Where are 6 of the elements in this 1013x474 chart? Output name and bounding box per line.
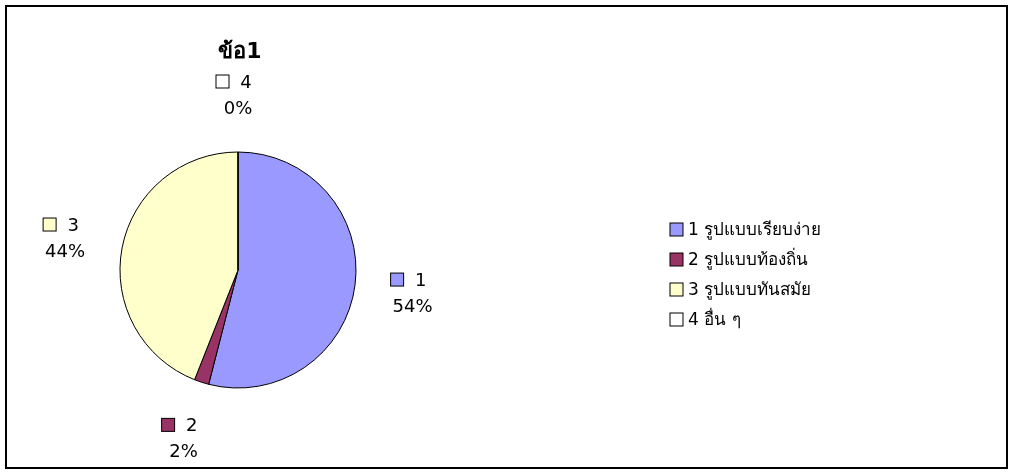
legend-label: 4 อื่น ๆ [688,307,741,329]
data-label: 2 2% [169,414,198,462]
chart-title: ข้อ1 [218,38,262,63]
legend-label: 2 รูปแบบท้องถิ่น [688,247,809,270]
legend-label: 3 รูปแบบทันสมัย [688,279,812,300]
legend-label: 1 รูปแบบเรียบง่าย [688,219,822,240]
